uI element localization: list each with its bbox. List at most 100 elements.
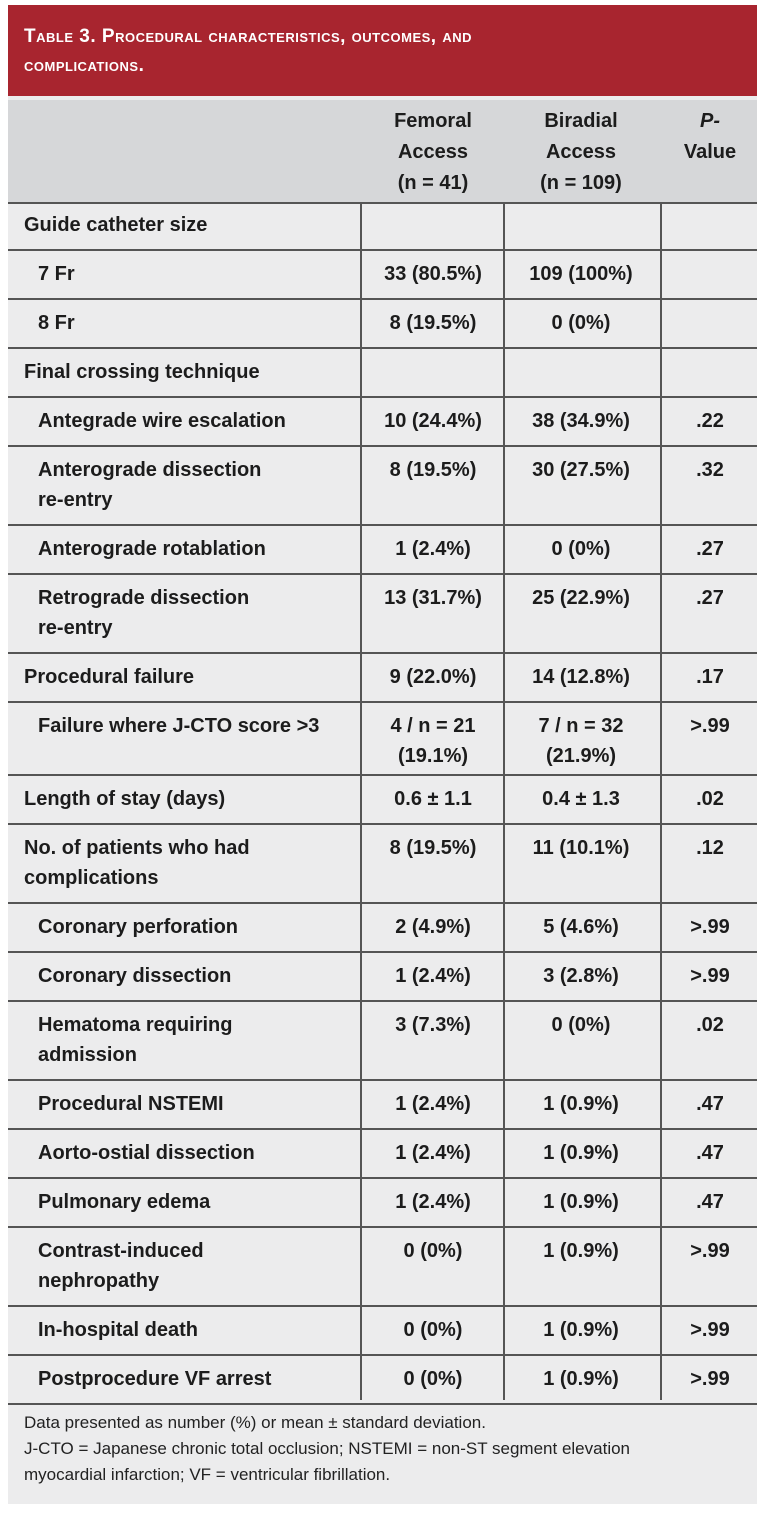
row-label: Procedural NSTEMI [38,1089,358,1119]
biradial-value: 1 (0.9%) [506,1089,656,1119]
row-label: No. of patients who had complications [24,833,354,893]
p-value: .02 [696,788,724,810]
p-value: .02 [696,1014,724,1036]
femoral-value: 2 (4.9%) [363,912,503,942]
footnote: myocardial infarction; VF = ventricular … [24,1465,391,1484]
table-row: Coronary perforation 2 (4.9%) 5 (4.6%) >.99 [8,904,757,953]
row-label: Anterograde rotablation [38,534,358,564]
femoral-value: 0.6 ± 1.1 [363,784,503,814]
biradial-value: 1 (0.9%) [506,1187,656,1217]
femoral-value-line: 0 (0%) [403,1368,463,1390]
femoral-value-line: 1 (2.4%) [395,538,471,560]
header-femoral-access: Femoral Access (n = 41) [394,110,472,194]
femoral-value: 1 (2.4%) [363,1138,503,1168]
row-label: Length of stay (days) [24,784,354,814]
header-biradial-access: Biradial Access (n = 109) [540,110,622,194]
femoral-value: 33 (80.5%) [363,259,503,289]
row-label-line: Anterograde rotablation [38,538,266,560]
femoral-value: 8 (19.5%) [363,455,503,485]
row-label: Guide catheter size [24,210,354,240]
table-row: Pulmonary edema 1 (2.4%) 1 (0.9%) .47 [8,1179,757,1228]
column-divider [360,202,362,1400]
table-row: Procedural NSTEMI 1 (2.4%) 1 (0.9%) .47 [8,1081,757,1130]
femoral-value-line: 1 (2.4%) [395,1142,471,1164]
biradial-value-line: 1 (0.9%) [543,1191,619,1213]
row-label: Procedural failure [24,662,354,692]
p-value: .22 [696,410,724,432]
femoral-value: 13 (31.7%) [363,583,503,613]
p-value: .12 [696,837,724,859]
femoral-value-line: 8 (19.5%) [389,312,477,334]
p-value: >.99 [690,965,730,987]
row-label-line: 7 Fr [38,263,75,285]
row-label: Final crossing technique [24,357,354,387]
row-label-line: Postprocedure VF arrest [38,1368,272,1390]
biradial-value: 1 (0.9%) [506,1138,656,1168]
femoral-value: 0 (0%) [363,1236,503,1266]
p-value: .47 [696,1093,724,1115]
femoral-value: 1 (2.4%) [363,1187,503,1217]
row-label-line: Guide catheter size [24,214,208,236]
row-label-line: Antegrade wire escalation [38,410,286,432]
table-row: Failure where J-CTO score >3 4 / n = 21 (1… [8,703,757,776]
biradial-value: 0 (0%) [506,1010,656,1040]
femoral-value-line: (19.1%) [397,745,469,767]
row-label-line: Aorto-ostial dissection [38,1142,255,1164]
femoral-value-line: 9 (22.0%) [389,666,477,688]
table-row: Length of stay (days) 0.6 ± 1.1 0.4 ± 1.3.… [8,776,757,825]
femoral-value: 9 (22.0%) [363,662,503,692]
row-label-line: re-entry [38,489,113,511]
biradial-value-line: 0 (0%) [551,312,611,334]
footnote: J-CTO = Japanese chronic total occlusion… [24,1439,630,1458]
biradial-value-line: 1 (0.9%) [543,1368,619,1390]
row-label: Anterograde dissection re-entry [38,455,358,515]
table-title-line-2: complications. [24,55,145,76]
row-label: Pulmonary edema [38,1187,358,1217]
biradial-value: 5 (4.6%) [506,912,656,942]
femoral-value-line: 13 (31.7%) [384,587,482,609]
p-value: >.99 [690,916,730,938]
femoral-value: 10 (24.4%) [363,406,503,436]
femoral-value: 8 (19.5%) [363,833,503,863]
table-row: Coronary dissection 1 (2.4%) 3 (2.8%) >.99 [8,953,757,1002]
row-label: Aorto-ostial dissection [38,1138,358,1168]
biradial-value: 7 / n = 32 (21.9%) [506,711,656,771]
row-label: Hematoma requiring admission [38,1010,358,1070]
femoral-value: 4 / n = 21 (19.1%) [363,711,503,771]
row-label-line: Procedural failure [24,666,195,688]
row-label-line: 8 Fr [38,312,75,334]
row-label-line: Pulmonary edema [38,1191,211,1213]
table-row: 8 Fr 8 (19.5%) 0 (0%) [8,300,757,349]
table-row: Final crossing technique [8,349,757,398]
femoral-value: 3 (7.3%) [363,1010,503,1040]
table-title-line-1: Table 3. Procedural characteristics, out… [24,26,473,47]
p-value: >.99 [690,1368,730,1390]
row-label-line: re-entry [38,617,113,639]
femoral-value: 0 (0%) [363,1364,503,1394]
femoral-value-line: 0 (0%) [403,1319,463,1341]
row-label-line: Coronary perforation [38,916,239,938]
table-row: Hematoma requiring admission 3 (7.3%) 0 (0%… [8,1002,757,1081]
femoral-value-line: 1 (2.4%) [395,1093,471,1115]
row-label-line: Length of stay (days) [24,788,226,810]
biradial-value-line: 1 (0.9%) [543,1093,619,1115]
row-label: 7 Fr [38,259,358,289]
femoral-value: 1 (2.4%) [363,534,503,564]
row-label: Coronary perforation [38,912,358,942]
row-label-line: admission [38,1044,137,1066]
table-row: In-hospital death 0 (0%) 1 (0.9%) >.99 [8,1307,757,1356]
biradial-value-line: 38 (34.9%) [532,410,630,432]
table-row: No. of patients who had complications 8 (1… [8,825,757,904]
femoral-value-line: 33 (80.5%) [384,263,482,285]
biradial-value: 0 (0%) [506,534,656,564]
row-label-line: Hematoma requiring [38,1014,233,1036]
biradial-value-line: 5 (4.6%) [543,916,619,938]
p-value: .27 [696,587,724,609]
row-label: Retrograde dissection re-entry [38,583,358,643]
femoral-value-line: 4 / n = 21 [390,715,476,737]
biradial-value: 25 (22.9%) [506,583,656,613]
femoral-value-line: 3 (7.3%) [395,1014,471,1036]
femoral-value-line: 0.6 ± 1.1 [394,788,472,810]
table-row: Guide catheter size [8,202,757,251]
biradial-value: 0.4 ± 1.3 [506,784,656,814]
